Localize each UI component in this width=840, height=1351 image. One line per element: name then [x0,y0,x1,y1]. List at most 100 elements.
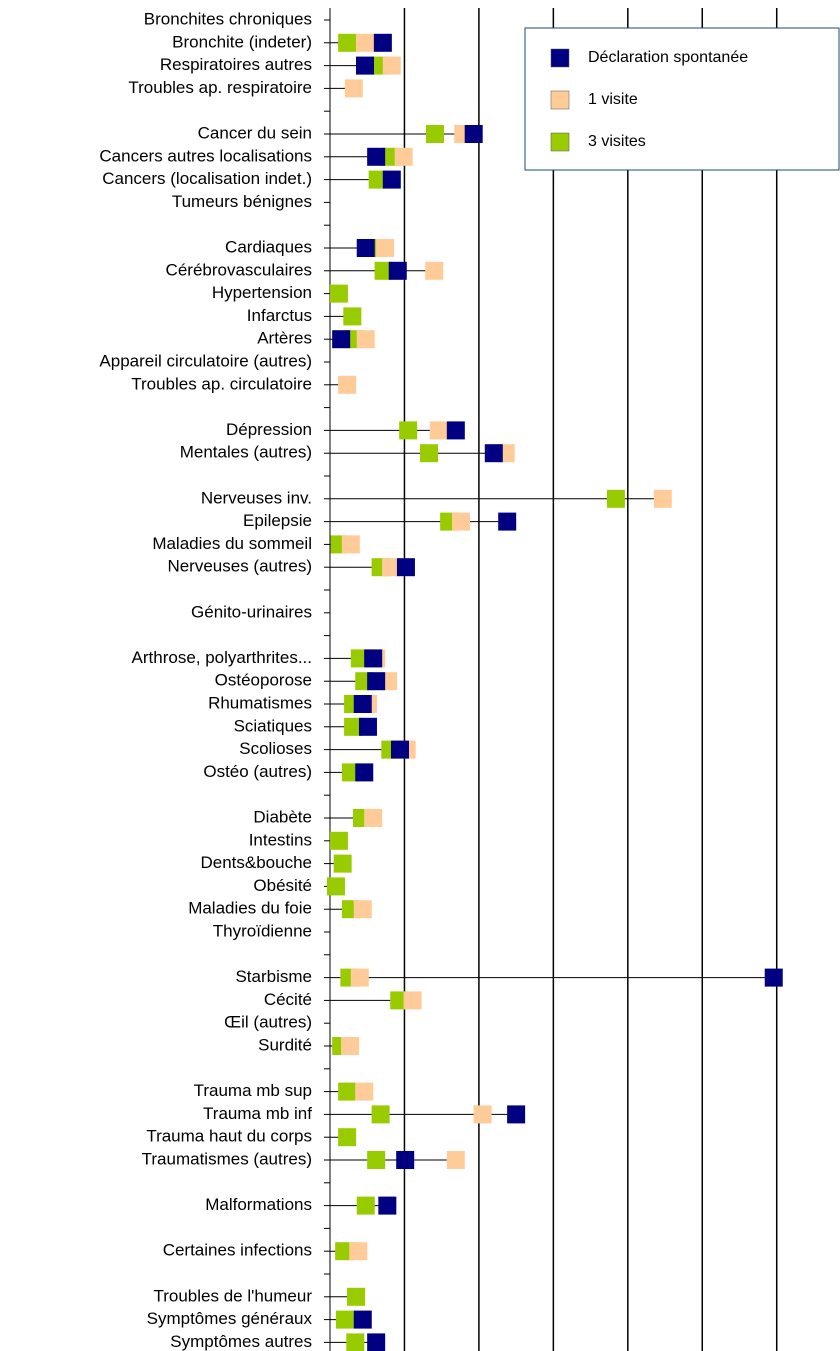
marker [335,1242,354,1261]
marker [464,125,483,143]
marker [355,763,374,782]
marker [353,900,372,919]
y-tick-label: Maladies du foie [188,899,312,918]
marker [764,968,783,987]
marker [388,261,407,280]
marker [446,1151,465,1169]
marker [374,261,393,280]
marker [356,1196,375,1215]
marker [367,1151,386,1169]
legend: Déclaration spontanée 1 visite 3 visites [524,27,840,171]
y-tick-label: Obésité [253,876,312,895]
y-tick-label: Bronchite (indeter) [172,32,312,51]
y-tick-label: Trauma haut du corps [146,1127,312,1146]
marker [364,649,383,668]
y-tick-label: Hypertension [212,283,312,302]
y-tick-label: Appareil circulatoire (autres) [99,351,312,370]
y-tick-label: Symptômes autres [170,1332,312,1351]
y-tick-label: Certaines infections [163,1241,312,1260]
y-tick-label: Diabète [253,807,312,826]
y-tick-label: Dépression [226,420,312,439]
marker [329,284,348,303]
marker [346,1333,365,1351]
y-tick-label: Cancers (localisation indet.) [102,169,312,188]
marker [382,56,401,75]
marker [371,1105,390,1124]
marker [353,1310,372,1329]
marker [358,717,377,736]
marker [484,444,503,463]
y-tick-label: Infarctus [247,306,312,325]
marker [343,307,362,326]
y-tick-label: Œil (autres) [224,1013,312,1032]
marker [425,261,444,280]
y-tick-label: Cardiaques [225,237,312,256]
legend-label: Déclaration spontanée [588,49,748,66]
marker [382,170,401,189]
y-tick-label: Nerveuses inv. [201,488,312,507]
marker [341,1037,360,1055]
y-tick-label: Cécité [264,990,312,1009]
y-tick-label: Bronchites chroniques [144,9,312,28]
marker [353,695,372,713]
y-tick-label: Epilepsie [243,511,312,530]
marker [653,489,672,508]
marker [349,1242,368,1261]
marker [378,1196,397,1215]
y-tick-label: Scolioses [239,739,312,758]
y-tick-label: Symptômes généraux [147,1309,313,1328]
marker [368,170,387,189]
marker [390,740,409,759]
marker [399,421,418,440]
y-tick-label: Surdité [258,1035,312,1054]
marker [367,672,386,691]
marker [332,330,351,349]
y-tick-label: Intestins [249,830,312,849]
marker [376,239,395,257]
y-tick-label: Artères [257,329,312,348]
y-tick-label: Tumeurs bénignes [172,192,312,211]
marker [347,1287,366,1306]
marker [338,375,357,394]
marker [355,33,374,52]
marker [355,1082,374,1101]
marker [473,1105,492,1124]
marker [329,831,348,850]
marker [367,1333,386,1351]
marker [341,535,360,554]
y-tick-label: Ostéo (autres) [203,762,312,781]
marker [606,489,625,508]
marker [446,421,465,440]
y-tick-label: Mentales (autres) [180,443,312,462]
legend-box [524,27,840,171]
y-tick-label: Thyroïdienne [213,921,312,940]
marker [344,717,363,736]
y-tick-label: Cancer du sein [198,123,312,142]
marker [344,79,363,98]
marker [420,444,439,463]
y-tick-label: Malformations [205,1195,312,1214]
marker [498,512,517,531]
marker [338,33,357,52]
y-tick-label: Trauma mb sup [194,1081,312,1100]
marker [396,558,415,577]
y-tick-label: Troubles ap. respiratoire [128,78,312,97]
marker [350,968,369,987]
legend-swatch [550,48,570,68]
y-tick-label: Sciatiques [234,716,312,735]
legend-swatch [550,90,570,110]
y-tick-label: Cérébrovasculaires [166,260,312,279]
marker [382,558,401,577]
marker [335,1310,354,1329]
marker [338,1128,357,1147]
legend-swatch [550,132,570,152]
y-tick-label: Troubles de l'humeur [153,1286,312,1305]
y-tick-label: Cancers autres localisations [99,146,312,165]
y-tick-label: Maladies du sommeil [152,534,312,553]
y-tick-label: Trauma mb inf [203,1104,312,1123]
marker [425,125,444,143]
marker [356,239,375,257]
y-tick-label: Starbisme [235,967,312,986]
y-tick-label: Rhumatismes [208,693,312,712]
